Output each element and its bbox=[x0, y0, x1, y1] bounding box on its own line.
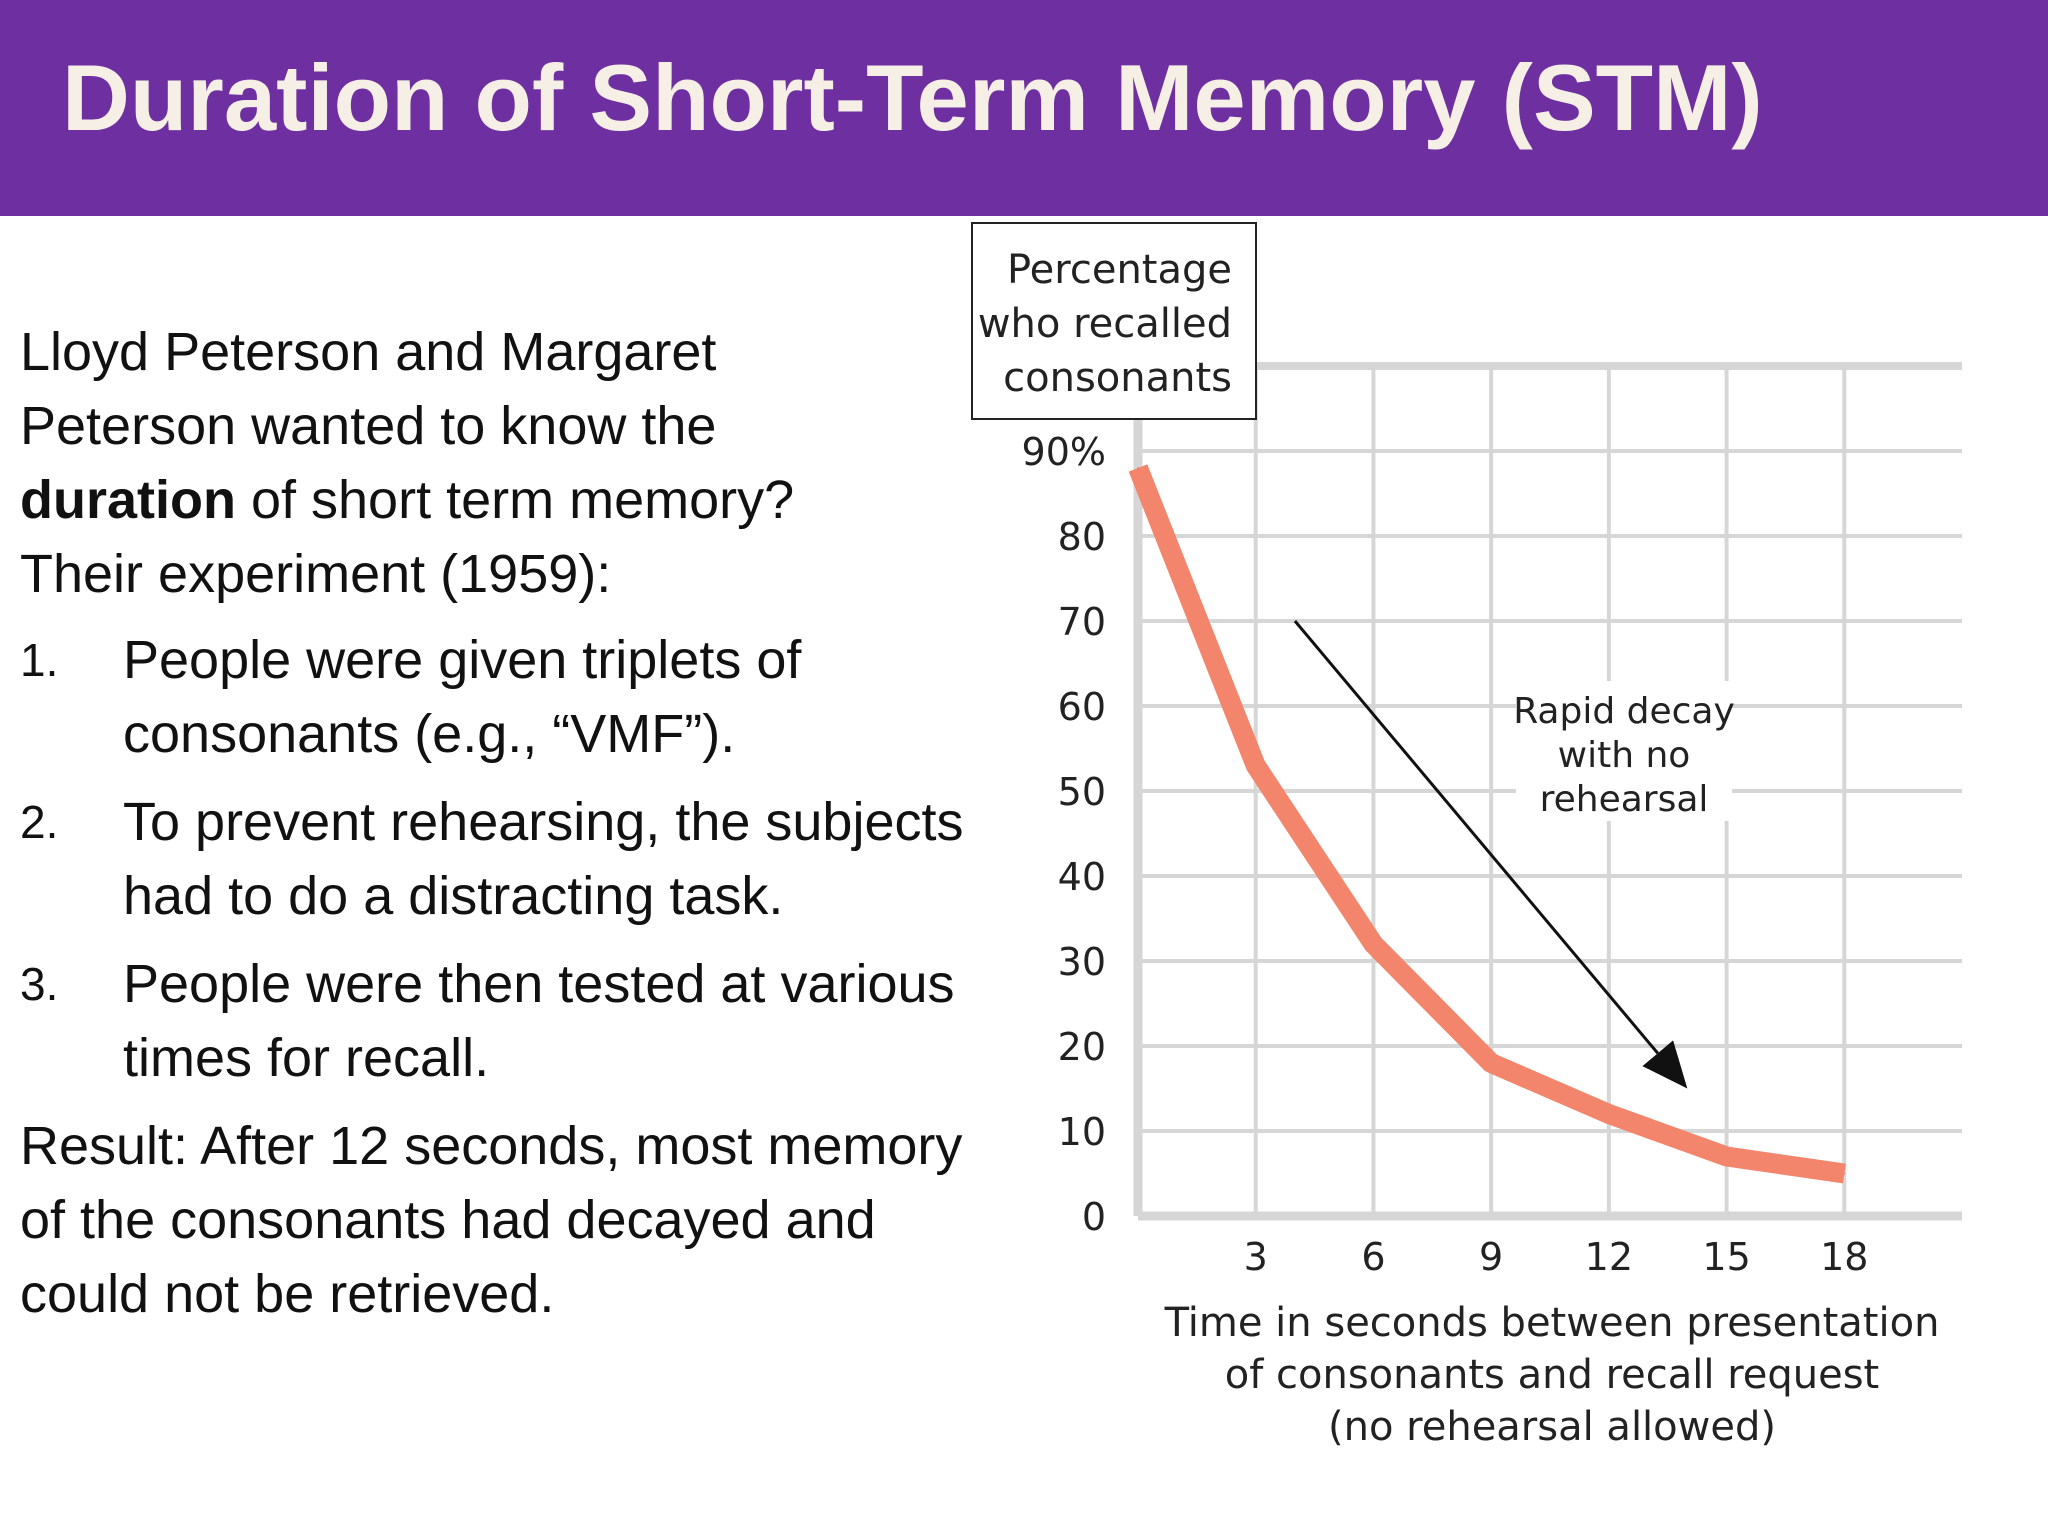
y-axis-title: Percentage bbox=[1007, 247, 1232, 293]
intro-line: Lloyd Peterson and Margaret bbox=[20, 322, 717, 382]
x-axis-title: Time in seconds between presentation bbox=[1164, 1300, 1940, 1346]
annotation-text: with no bbox=[1558, 735, 1691, 776]
decay-arrow-head bbox=[1642, 1040, 1688, 1089]
data-point bbox=[1490, 1062, 1493, 1064]
y-tick-label: 10 bbox=[1058, 1110, 1106, 1154]
y-tick-label: 90% bbox=[1022, 430, 1106, 474]
result-text: Result: After 12 seconds, most memory of… bbox=[20, 1116, 963, 1324]
y-tick-label: 80 bbox=[1058, 515, 1106, 559]
y-axis-title: who recalled bbox=[978, 301, 1232, 347]
duration-bold: duration bbox=[20, 470, 236, 530]
step-item: 2. To prevent rehearsing, the subjects ha… bbox=[20, 792, 964, 926]
title-bar: Duration of Short-Term Memory (STM) bbox=[0, 0, 2048, 216]
data-point bbox=[1137, 467, 1139, 469]
y-axis-title: consonants bbox=[1003, 355, 1232, 401]
y-tick-label: 0 bbox=[1082, 1195, 1106, 1239]
y-tick-label: 60 bbox=[1058, 685, 1106, 729]
steps-list: 1. People were given triplets of consonan… bbox=[20, 623, 980, 1095]
annotation-text: rehearsal bbox=[1540, 779, 1709, 820]
data-point bbox=[1372, 943, 1375, 945]
recall-chart: Rapid decay with no rehearsal 0 10 20 30 40 50 6… bbox=[960, 216, 2048, 1536]
annotation-background bbox=[1516, 681, 1732, 821]
data-point bbox=[1843, 1172, 1846, 1175]
x-tick-label: 3 bbox=[1244, 1235, 1268, 1279]
step-item: 1. People were given triplets of consonan… bbox=[20, 630, 802, 764]
y-tick-label: 70 bbox=[1058, 600, 1106, 644]
x-tick-label: 18 bbox=[1820, 1235, 1868, 1279]
description-text: Lloyd Peterson and Margaret Peterson wan… bbox=[20, 315, 980, 1331]
y-tick-label: 30 bbox=[1058, 940, 1106, 984]
x-tick-label: 12 bbox=[1585, 1235, 1633, 1279]
intro-line: duration of short term memory? bbox=[20, 470, 795, 530]
x-tick-label: 15 bbox=[1702, 1235, 1750, 1279]
y-axis-title-box bbox=[971, 222, 1257, 420]
y-tick-label: 50 bbox=[1058, 770, 1106, 814]
data-point bbox=[1254, 764, 1257, 767]
x-tick-label: 6 bbox=[1361, 1235, 1385, 1279]
x-tick-label: 9 bbox=[1479, 1235, 1503, 1279]
decay-arrow-line bbox=[1293, 620, 1659, 1055]
y-tick-label: 20 bbox=[1058, 1025, 1106, 1069]
data-point bbox=[1607, 1113, 1610, 1115]
x-axis-title: (no rehearsal allowed) bbox=[1328, 1404, 1776, 1450]
x-axis-title: of consonants and recall request bbox=[1225, 1352, 1880, 1398]
intro-line: Their experiment (1959): bbox=[20, 544, 612, 604]
annotation-text: Rapid decay bbox=[1513, 691, 1735, 732]
y-tick-label: 40 bbox=[1058, 855, 1106, 899]
step-item: 3. People were then tested at various tim… bbox=[20, 954, 955, 1088]
intro-line: Peterson wanted to know the bbox=[20, 396, 717, 456]
slide-title: Duration of Short-Term Memory (STM) bbox=[62, 45, 1763, 150]
data-point bbox=[1725, 1155, 1728, 1158]
